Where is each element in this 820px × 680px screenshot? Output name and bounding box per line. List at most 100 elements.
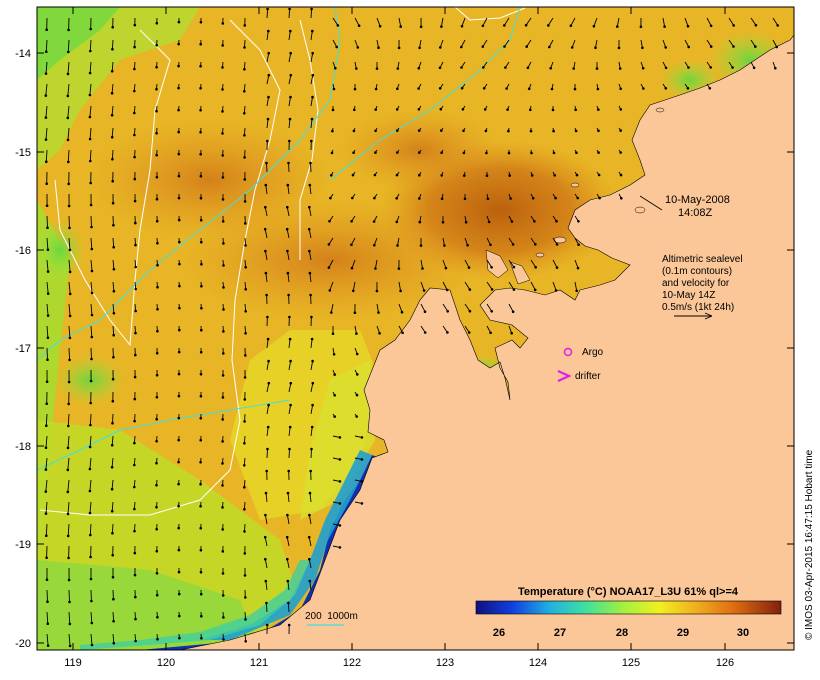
velocity-vector	[111, 83, 114, 94]
velocity-vector-head	[490, 310, 494, 313]
velocity-vector-head	[155, 87, 158, 91]
velocity-vector-head	[286, 491, 290, 495]
velocity-vector-head	[311, 403, 314, 407]
velocity-vector	[266, 8, 269, 19]
velocity-vector-head	[177, 108, 180, 112]
velocity-vector-head	[88, 115, 92, 119]
velocity-vector-head	[243, 156, 246, 159]
velocity-vector-head	[68, 358, 71, 362]
drifter-marker-icon	[557, 369, 572, 383]
velocity-vector-head	[110, 113, 114, 117]
velocity-vector-head	[439, 46, 442, 49]
velocity-vector-head	[289, 29, 292, 33]
velocity-vector-head	[512, 288, 516, 291]
velocity-vector	[548, 39, 554, 48]
velocity-vector	[310, 119, 313, 129]
velocity-vector-head	[178, 240, 181, 244]
velocity-vector-head	[44, 72, 48, 75]
velocity-vector-head	[243, 530, 246, 533]
velocity-vector-head	[709, 66, 712, 69]
velocity-vector	[46, 281, 49, 294]
velocity-vector	[111, 61, 114, 72]
velocity-vector-head	[310, 315, 313, 319]
velocity-vector-head	[67, 556, 70, 560]
velocity-vector	[310, 448, 312, 459]
velocity-vector	[67, 39, 70, 52]
velocity-vector-head	[112, 641, 116, 645]
velocity-vector-head	[327, 243, 331, 246]
velocity-vector-head	[372, 220, 376, 223]
velocity-vector-head	[596, 87, 600, 91]
velocity-vector-head	[577, 243, 580, 246]
velocity-vector-head	[89, 159, 92, 163]
velocity-vector	[68, 281, 71, 294]
velocity-vector-head	[267, 29, 270, 33]
velocity-vector-head	[529, 108, 532, 112]
velocity-vector-head	[46, 600, 49, 603]
velocity-vector-head	[88, 445, 92, 449]
velocity-vector-head	[112, 289, 116, 293]
sealevel-contour-3	[39, 19, 281, 516]
velocity-vector-head	[199, 218, 203, 222]
velocity-vector-head	[396, 87, 399, 91]
velocity-vector-head	[89, 423, 92, 427]
velocity-vector	[354, 17, 360, 26]
velocity-vector-head	[266, 7, 269, 11]
velocity-vector-head	[68, 622, 72, 626]
velocity-vector	[288, 75, 292, 85]
velocity-vector-head	[732, 24, 735, 27]
velocity-vector-head	[438, 87, 442, 90]
velocity-vector-head	[155, 175, 159, 179]
velocity-vector	[266, 31, 269, 41]
velocity-vector-head	[243, 442, 246, 445]
velocity-vector	[310, 8, 313, 19]
velocity-vector	[67, 127, 70, 140]
velocity-vector-head	[199, 108, 202, 112]
velocity-vector-head	[594, 46, 597, 49]
velocity-vector	[440, 17, 444, 27]
velocity-vector-head	[243, 486, 246, 489]
velocity-vector-head	[243, 464, 246, 467]
velocity-vector-head	[336, 24, 340, 27]
velocity-vector-head	[243, 178, 247, 181]
velocity-vector	[67, 149, 70, 162]
velocity-vector-head	[774, 66, 777, 70]
velocity-vector	[640, 39, 643, 48]
velocity-vector-head	[441, 221, 445, 224]
isobath-200m	[37, 7, 341, 361]
velocity-vector-head	[221, 396, 225, 399]
velocity-vector-head	[243, 90, 246, 93]
velocity-vector-head	[287, 601, 290, 605]
velocity-vector	[46, 215, 48, 228]
velocity-vector-head	[199, 504, 202, 508]
velocity-vector-head	[487, 220, 491, 224]
velocity-vector	[684, 39, 690, 48]
velocity-vector-head	[156, 329, 159, 333]
velocity-vector-head	[489, 331, 492, 335]
velocity-vector-head	[264, 183, 268, 187]
velocity-vector-head	[66, 138, 70, 142]
velocity-vector-head	[46, 336, 50, 340]
cool-water-nw	[37, 7, 200, 170]
velocity-vector	[464, 281, 471, 290]
velocity-vector-head	[289, 359, 292, 363]
velocity-vector-head	[360, 458, 364, 461]
velocity-note-line-4: 10-May 14Z	[662, 290, 715, 301]
velocity-vector-head	[134, 287, 137, 291]
velocity-vector-head	[338, 458, 342, 461]
velocity-vector-head	[419, 244, 423, 247]
velocity-vector-head	[45, 28, 48, 32]
velocity-vector-head	[178, 328, 181, 332]
velocity-vector-head	[374, 151, 377, 154]
velocity-vector	[111, 127, 114, 138]
velocity-vector-head	[509, 197, 512, 200]
velocity-vector	[68, 215, 70, 228]
velocity-vector-head	[553, 174, 556, 177]
velocity-vector	[308, 251, 312, 261]
velocity-vector	[266, 119, 269, 129]
velocity-vector-head	[483, 108, 487, 111]
velocity-vector-head	[264, 579, 268, 583]
velocity-vector-head	[199, 526, 202, 530]
velocity-vector-head	[221, 88, 224, 91]
